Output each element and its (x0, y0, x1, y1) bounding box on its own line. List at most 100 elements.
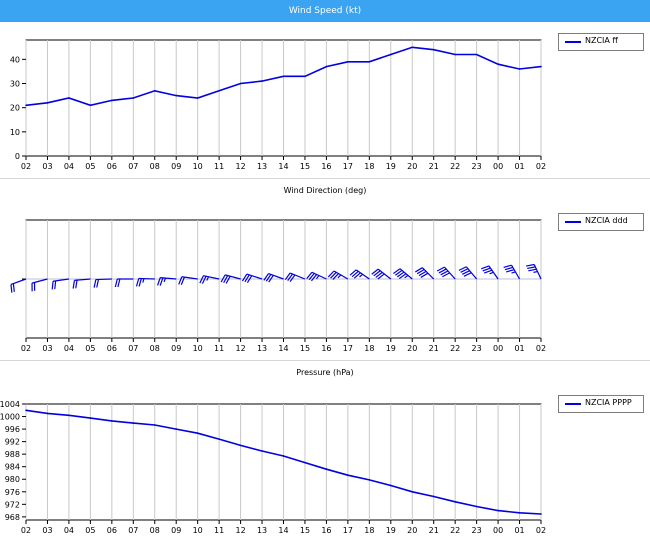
barb-shaft (511, 264, 521, 280)
barb-feather (10, 284, 13, 293)
wind-barb (241, 273, 263, 283)
barb-feather (482, 267, 491, 272)
barb-feather (503, 264, 512, 268)
data-point (132, 422, 135, 424)
data-point (347, 60, 349, 63)
plot-1: 02 03 04 05 06 07 08 09 10 11 12 13 14 15 16 17 18 19 20 21… (10, 219, 546, 353)
x-tick-label: 06 (107, 344, 117, 353)
barb-feather (460, 268, 469, 273)
barb-shaft (52, 278, 70, 282)
barb-shaft (465, 266, 478, 280)
x-tick-label: 15 (300, 162, 310, 171)
legend-direction-label: NZCIA ddd (585, 216, 628, 225)
wind-barb (306, 271, 327, 282)
wind-barb (392, 268, 413, 280)
x-tick-label: 17 (343, 526, 353, 535)
barb-feather (332, 273, 339, 280)
data-point (347, 474, 349, 476)
data-point (282, 75, 285, 78)
x-tick-label: 23 (472, 344, 482, 353)
data-point (175, 94, 178, 97)
barb-shaft (246, 273, 263, 280)
barb-feather (265, 274, 272, 282)
x-tick-label: 07 (128, 344, 138, 353)
x-tick-label: 10 (193, 526, 203, 535)
barb-feather (506, 269, 515, 273)
barb-feather (442, 272, 450, 278)
y-tick-label: 992 (5, 438, 20, 447)
y-tick-label: 1004 (0, 400, 20, 409)
data-point (518, 68, 521, 70)
x-tick-label: 04 (64, 344, 74, 353)
barb-feather (268, 274, 274, 283)
data-point (153, 424, 156, 426)
barb-feather (180, 276, 185, 286)
x-tick-label: 14 (278, 344, 288, 353)
data-point (111, 99, 113, 102)
data-point (89, 104, 92, 107)
barb-shaft (74, 278, 91, 281)
x-tick-label: 16 (321, 344, 331, 353)
plot-2: 02 03 04 05 06 07 08 09 10 11 12 13 14 15 16 17 18 19 20 21… (0, 400, 546, 535)
data-point (111, 420, 113, 422)
x-tick-label: 06 (107, 526, 117, 535)
data-point (218, 438, 220, 440)
x-tick-label: 02 (21, 344, 31, 353)
barb-shaft (421, 267, 435, 280)
data-point (261, 80, 263, 82)
x-tick-label: 16 (321, 162, 331, 171)
wind-barb (480, 265, 499, 280)
x-tick-label: 02 (536, 526, 546, 535)
barb-half-feather (489, 271, 494, 275)
barb-feather (96, 279, 100, 288)
barb-shaft (444, 266, 456, 280)
barb-feather (398, 273, 407, 280)
data-point (218, 89, 220, 92)
data-point (475, 53, 478, 56)
barb-feather (528, 268, 537, 272)
x-tick-label: 18 (364, 162, 374, 171)
barb-feather (462, 270, 470, 275)
y-tick-label: 10 (10, 128, 20, 137)
wind-barb (51, 278, 70, 290)
pressure-title: Pressure (hPa) (296, 368, 354, 377)
legend-swatch (565, 403, 581, 405)
x-tick-label: 07 (128, 162, 138, 171)
barb-feather (458, 266, 467, 271)
x-tick-label: 03 (42, 162, 52, 171)
x-tick-label: 11 (214, 526, 224, 535)
barb-feather (12, 283, 15, 292)
x-tick-label: 12 (235, 344, 245, 353)
wind-barb (135, 277, 155, 287)
data-point (497, 509, 499, 512)
data-point (432, 48, 435, 51)
x-tick-label: 17 (343, 344, 353, 353)
x-tick-label: 22 (450, 526, 460, 535)
barb-feather (223, 275, 229, 284)
barb-feather (438, 268, 447, 274)
data-point (454, 53, 456, 56)
barb-feather (159, 277, 164, 286)
x-tick-label: 14 (278, 526, 288, 535)
x-tick-label: 15 (300, 344, 310, 353)
data-point (540, 513, 542, 515)
data-point (454, 501, 456, 503)
x-tick-label: 18 (364, 526, 374, 535)
legend-pressure-label: NZCIA PPPP (585, 398, 632, 407)
barb-feather (440, 270, 449, 276)
barb-feather (117, 278, 121, 288)
barb-feather (263, 273, 269, 281)
barb-feather (392, 268, 401, 275)
barb-shaft (355, 269, 370, 280)
barb-feather (54, 280, 57, 290)
x-tick-label: 11 (214, 162, 224, 171)
wind-barb (157, 277, 177, 286)
x-tick-label: 19 (386, 162, 396, 171)
barb-half-feather (206, 276, 210, 281)
barb-feather (135, 278, 140, 287)
x-tick-label: 00 (493, 162, 503, 171)
barb-feather (483, 269, 493, 274)
barb-feather (327, 270, 335, 278)
data-point (46, 412, 49, 415)
